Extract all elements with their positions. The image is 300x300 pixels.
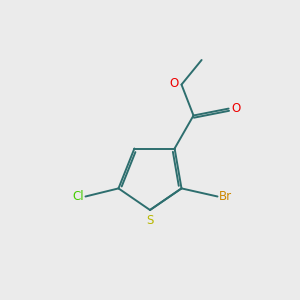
Text: Cl: Cl [72,190,84,203]
Text: O: O [170,76,179,90]
Text: S: S [146,214,154,226]
Text: Br: Br [219,190,232,203]
Text: O: O [232,102,241,115]
